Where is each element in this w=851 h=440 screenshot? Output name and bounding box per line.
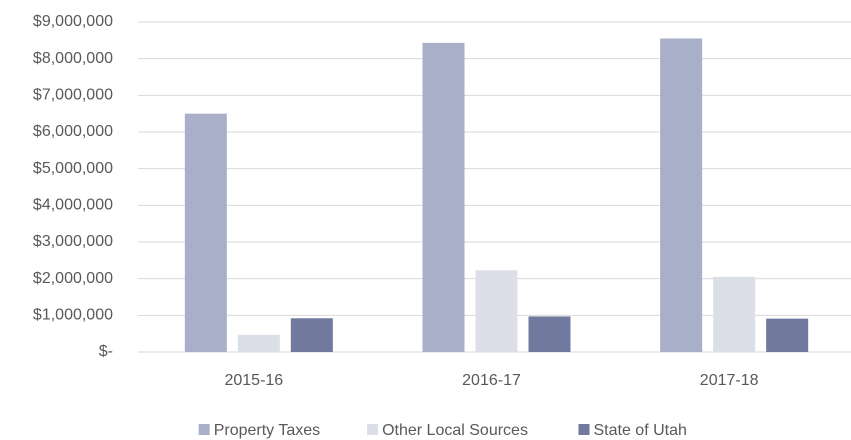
y-tick-label: $8,000,000	[33, 50, 113, 67]
y-tick-label: $-	[99, 343, 113, 360]
y-tick-label: $6,000,000	[33, 123, 113, 140]
y-tick-label: $4,000,000	[33, 197, 113, 214]
y-tick-label: $7,000,000	[33, 87, 113, 104]
bar	[528, 316, 571, 352]
y-tick-label: $1,000,000	[33, 307, 113, 324]
bar	[237, 334, 280, 352]
bar	[290, 318, 333, 352]
legend-swatch	[198, 424, 210, 435]
bar	[660, 38, 703, 352]
legend-swatch	[367, 424, 379, 435]
bar	[422, 42, 465, 353]
bar	[766, 318, 809, 352]
y-tick-label: $9,000,000	[33, 13, 113, 30]
legend-label: Other Local Sources	[382, 422, 528, 439]
bar	[184, 113, 227, 353]
x-tick-label: 2017-18	[700, 372, 759, 389]
y-tick-label: $5,000,000	[33, 160, 113, 177]
x-tick-label: 2015-16	[224, 372, 283, 389]
legend-label: Property Taxes	[214, 422, 320, 439]
x-tick-label: 2016-17	[462, 372, 521, 389]
legend-swatch	[578, 424, 590, 435]
y-tick-label: $3,000,000	[33, 233, 113, 250]
legend-label: State of Utah	[594, 422, 687, 439]
bar	[475, 270, 518, 352]
bar	[713, 276, 756, 352]
y-tick-label: $2,000,000	[33, 270, 113, 287]
